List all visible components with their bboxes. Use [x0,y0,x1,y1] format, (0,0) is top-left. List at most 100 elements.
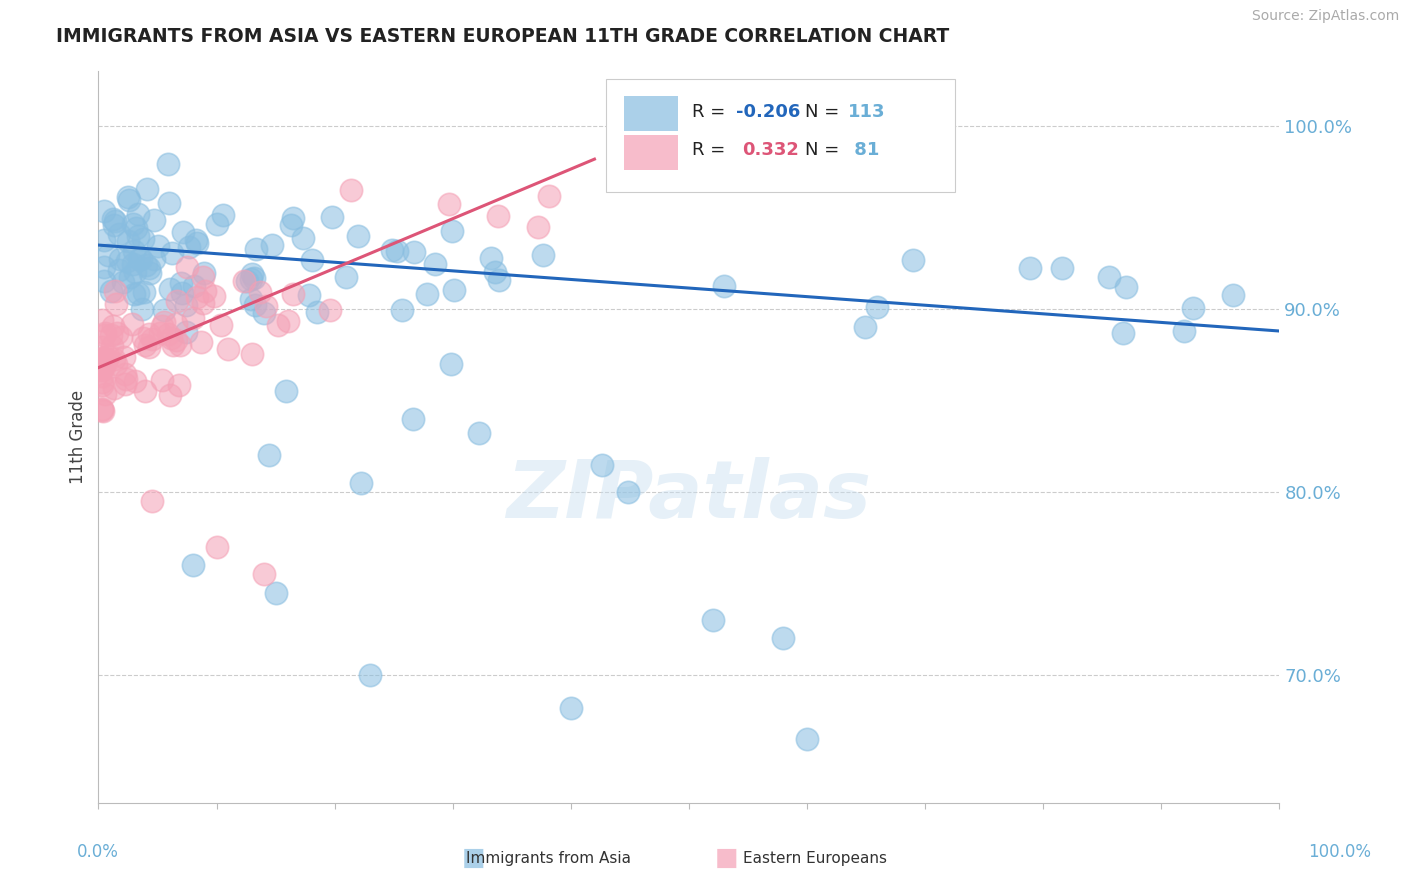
Point [479,251,502,265]
Point [93,233,115,247]
Point [134,384,156,398]
Point [404,245,426,260]
Point [257,448,280,462]
Text: -0.206: -0.206 [737,103,800,120]
Point [139,266,162,280]
Point [100,327,122,342]
Point [96,351,118,366]
Point [205,217,228,231]
Text: Source: ZipAtlas.com: Source: ZipAtlas.com [1251,9,1399,23]
Point [124,265,146,279]
Text: Immigrants from Asia: Immigrants from Asia [465,851,631,865]
Point [91,404,114,418]
Point [93,274,115,288]
Point [1112,326,1135,341]
Point [236,274,259,288]
Point [142,213,165,227]
Point [93,351,115,366]
Point [170,286,193,301]
Point [112,350,135,364]
Point [121,317,143,331]
Point [194,285,217,299]
Point [488,209,510,223]
Point [101,318,124,333]
Point [105,326,128,341]
Point [186,290,208,304]
Point [115,372,138,386]
FancyBboxPatch shape [606,78,955,192]
Point [93,326,115,341]
Point [190,334,212,349]
Point [100,284,122,298]
Text: ■: ■ [716,847,738,870]
Point [186,236,208,251]
Point [181,311,204,326]
Point [103,352,125,367]
Point [127,285,149,300]
Point [122,217,145,231]
Point [91,313,114,327]
Point [232,274,254,288]
Point [531,247,554,261]
Text: N =: N = [804,141,845,160]
Text: N =: N = [804,103,845,120]
Point [901,253,924,268]
Point [118,194,141,208]
Point [1098,270,1121,285]
Text: R =: R = [693,103,731,120]
Point [94,387,117,401]
Point [176,260,198,274]
Point [91,402,114,417]
Point [274,384,297,399]
Text: IMMIGRANTS FROM ASIA VS EASTERN EUROPEAN 11TH GRADE CORRELATION CHART: IMMIGRANTS FROM ASIA VS EASTERN EUROPEAN… [56,27,949,45]
Point [156,157,179,171]
Point [537,189,560,203]
Point [202,289,225,303]
Point [183,279,205,293]
Point [91,341,114,355]
Point [127,228,149,243]
Text: ZIPatlas: ZIPatlas [506,457,872,534]
Point [138,339,160,353]
Point [91,377,114,392]
Point [110,329,132,343]
Point [440,224,463,238]
Point [174,297,197,311]
Point [174,325,197,339]
Point [122,257,145,271]
Point [239,292,262,306]
Point [249,285,271,299]
Point [127,207,149,221]
Point [150,319,173,334]
Point [239,271,262,285]
Y-axis label: 11th Grade: 11th Grade [69,390,87,484]
Point [772,631,794,645]
Point [440,357,463,371]
Point [186,233,208,247]
Point [402,411,425,425]
Point [132,331,155,345]
Point [135,258,157,272]
Point [245,243,267,257]
Point [91,353,114,368]
Text: 113: 113 [848,103,886,120]
Point [172,226,194,240]
Point [115,254,138,268]
Point [125,221,148,235]
Point [166,293,188,308]
Point [103,381,125,395]
Point [1222,287,1244,301]
Point [617,484,640,499]
Point [240,267,263,281]
Point [103,212,125,227]
Text: 0.0%: 0.0% [77,843,120,861]
Point [111,275,134,289]
Point [298,287,321,301]
Point [527,219,550,234]
Point [243,271,266,285]
Point [117,234,139,248]
Point [97,248,120,262]
Point [165,334,187,348]
Point [292,231,315,245]
Point [866,300,889,314]
